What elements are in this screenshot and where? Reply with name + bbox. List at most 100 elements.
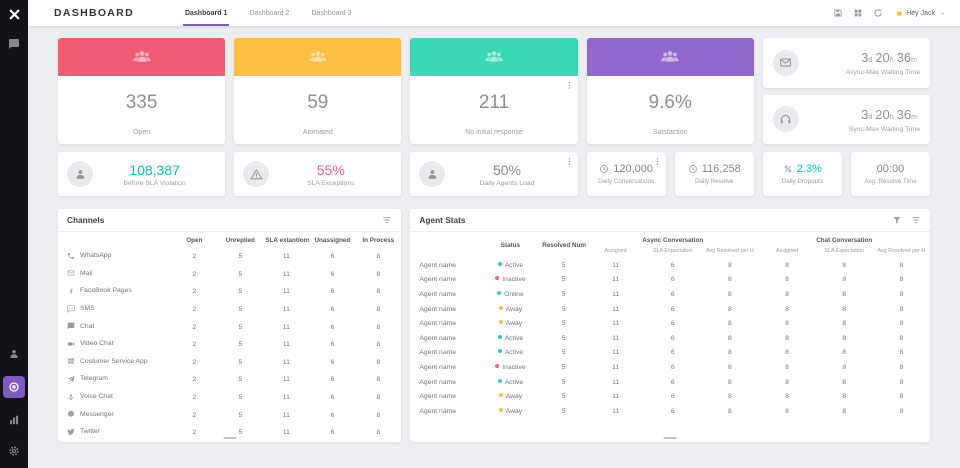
channel-row[interactable]: Costumer Service App 2 5 11 6 8	[58, 354, 401, 372]
channel-row[interactable]: SMS 2 5 11 6 8	[58, 301, 401, 319]
dashboard-grid-icon[interactable]	[853, 8, 863, 18]
agent-status: Away	[481, 389, 541, 404]
agent-row[interactable]: Agent name Inactive 5 11 6 8 8 8 8	[410, 360, 930, 375]
sidebar-item-analytics[interactable]	[5, 411, 23, 429]
channel-value: 5	[238, 270, 243, 278]
channel-value: 6	[330, 358, 335, 366]
agents-table-body: Agent name Active 5 11 6 8 8 8 8 Agent name Inacti…	[410, 258, 930, 419]
kebab-icon	[653, 157, 662, 166]
channel-value: 11	[282, 411, 290, 419]
agents-col-status: Status	[500, 242, 521, 249]
card-menu-button[interactable]	[564, 79, 576, 92]
agent-status: Away	[481, 302, 541, 317]
status-dot	[497, 290, 502, 295]
agent-row[interactable]: Agent name Inactive 5 11 6 8 8 8 8	[410, 273, 930, 288]
agent-row[interactable]: Agent name Active 5 11 6 8 8 8 8	[410, 258, 930, 273]
channel-row[interactable]: Telegram 2 5 11 6 8	[58, 371, 401, 389]
channel-value: 2	[192, 358, 197, 366]
agent-async-value: 6	[670, 349, 675, 357]
agent-row[interactable]: Agent name Away 5 11 6 8 8 8 8	[410, 404, 930, 419]
agent-row[interactable]: Agent name Online 5 11 6 8 8 8 8	[410, 287, 930, 302]
sidebar-item-settings[interactable]	[5, 442, 23, 460]
card-menu-button[interactable]	[652, 155, 664, 168]
sync-max-waiting-card: 3d 20h 36m Sync-Max Waiting Time	[762, 94, 930, 144]
sidebar-item-agents[interactable]	[5, 345, 23, 363]
waiting-value-block: 3d 20h 36m Sync-Max Waiting Time	[849, 106, 920, 133]
filter-funnel-icon[interactable]	[892, 215, 902, 225]
clock-icon	[688, 164, 698, 174]
app-logo-icon[interactable]	[6, 6, 22, 22]
agent-async-value: 8	[727, 334, 732, 342]
refresh-icon[interactable]	[873, 8, 883, 18]
channel-value: 5	[238, 306, 243, 314]
metric-card-open: 335 Open	[58, 38, 226, 144]
icon-circle	[243, 161, 270, 187]
channel-value: 8	[376, 429, 381, 437]
icon-circle	[419, 161, 446, 187]
channel-row[interactable]: Messenger 2 5 11 6 8	[58, 406, 401, 424]
agent-async-value: 11	[612, 305, 620, 313]
agent-chat-value: 8	[785, 393, 789, 401]
agent-row[interactable]: Agent name Active 5 11 6 8 8 8 8	[410, 375, 930, 390]
waiting-label: Sync-Max Waiting Time	[848, 125, 920, 133]
metric-card-automated: 59 Atomated	[234, 38, 402, 144]
channels-col-sla-extantions: SLA extantions	[265, 237, 310, 244]
channels-col-unassigned: Unassigned	[314, 237, 351, 244]
agent-row[interactable]: Agent name Away 5 11 6 8 8 8 8	[410, 389, 930, 404]
mini-value-row: 116,258	[688, 163, 741, 175]
agent-name: Agent name	[419, 349, 457, 357]
channel-row[interactable]: Voice Chat 2 5 11 6 8	[58, 389, 401, 407]
sms-icon	[67, 305, 75, 313]
agent-stats-panel-header: Agent Stats	[410, 209, 930, 232]
agent-chat-value: 8	[842, 334, 847, 342]
agent-chat-value: 8	[842, 276, 847, 284]
agent-row[interactable]: Agent name Away 5 11 6 8 8 8 8	[410, 302, 930, 317]
save-icon[interactable]	[833, 8, 843, 18]
status-dot	[497, 349, 502, 354]
chat-icon	[67, 322, 75, 330]
status-dot	[498, 407, 503, 412]
agent-row[interactable]: Agent name Away 5 11 6 8 8 8 8	[410, 316, 930, 331]
agent-chat-value: 8	[899, 320, 904, 328]
channel-value: 6	[330, 429, 335, 437]
kpi-value: 55%	[316, 161, 345, 178]
panel-title: Channels	[67, 215, 105, 225]
sidebar-item-support[interactable]	[3, 376, 25, 398]
async-max-waiting-card: 3d 20h 36m Async-Max Waiting Time	[762, 38, 930, 88]
channel-row[interactable]: Video Chat 2 5 11 6 8	[58, 336, 401, 354]
user-menu[interactable]: Hey Jack	[897, 10, 946, 17]
agent-resolved-num: 5	[561, 407, 566, 415]
filter-list-icon[interactable]	[382, 215, 392, 225]
panel-resize-handle[interactable]	[223, 437, 237, 439]
agent-async-value: 11	[612, 334, 620, 342]
mini-value: 116,258	[701, 163, 741, 175]
agent-name: Agent name	[419, 378, 457, 386]
channel-name: WhatsApp	[80, 252, 112, 260]
icon-circle	[772, 49, 799, 76]
tab-dashboard-2[interactable]: Dashboard 2	[249, 9, 290, 17]
agent-row[interactable]: Agent name Active 5 11 6 8 8 8 8	[410, 346, 930, 361]
panel-toolbar	[892, 215, 921, 225]
channel-row[interactable]: Mail 2 5 11 6 8	[58, 266, 401, 284]
agent-chat-value: 8	[842, 393, 847, 401]
channel-value: 2	[192, 411, 197, 419]
tab-dashboard-3[interactable]: Dashboard 3	[311, 9, 352, 17]
channel-row[interactable]: WhatsApp 2 5 11 6 8	[58, 248, 401, 266]
waiting-days: 3	[861, 50, 869, 66]
channel-row[interactable]: Chat 2 5 11 6 8	[58, 318, 401, 336]
agent-row[interactable]: Agent name Active 5 11 6 8 8 8 8	[410, 331, 930, 346]
sidebar-item-conversations[interactable]	[5, 35, 23, 53]
channel-value: 2	[192, 306, 197, 314]
tab-dashboard-1[interactable]: Dashboard 1	[174, 0, 238, 26]
metric-card-satisfaction: 9.6% Satsfaction	[586, 38, 754, 144]
channel-value: 8	[376, 341, 381, 349]
mini-label: Avg. Resolve Time	[864, 178, 917, 185]
channel-row[interactable]: Twitter 2 5 11 6 8	[58, 424, 401, 442]
channels-col-open: Open	[186, 237, 203, 244]
channel-row[interactable]: FaceBook Pages 2 5 11 6 8	[58, 283, 401, 301]
card-menu-button[interactable]	[564, 155, 576, 168]
channel-value: 2	[192, 376, 197, 384]
status-dot	[498, 305, 503, 310]
filter-list-icon[interactable]	[911, 215, 921, 225]
panel-resize-handle[interactable]	[663, 437, 677, 439]
